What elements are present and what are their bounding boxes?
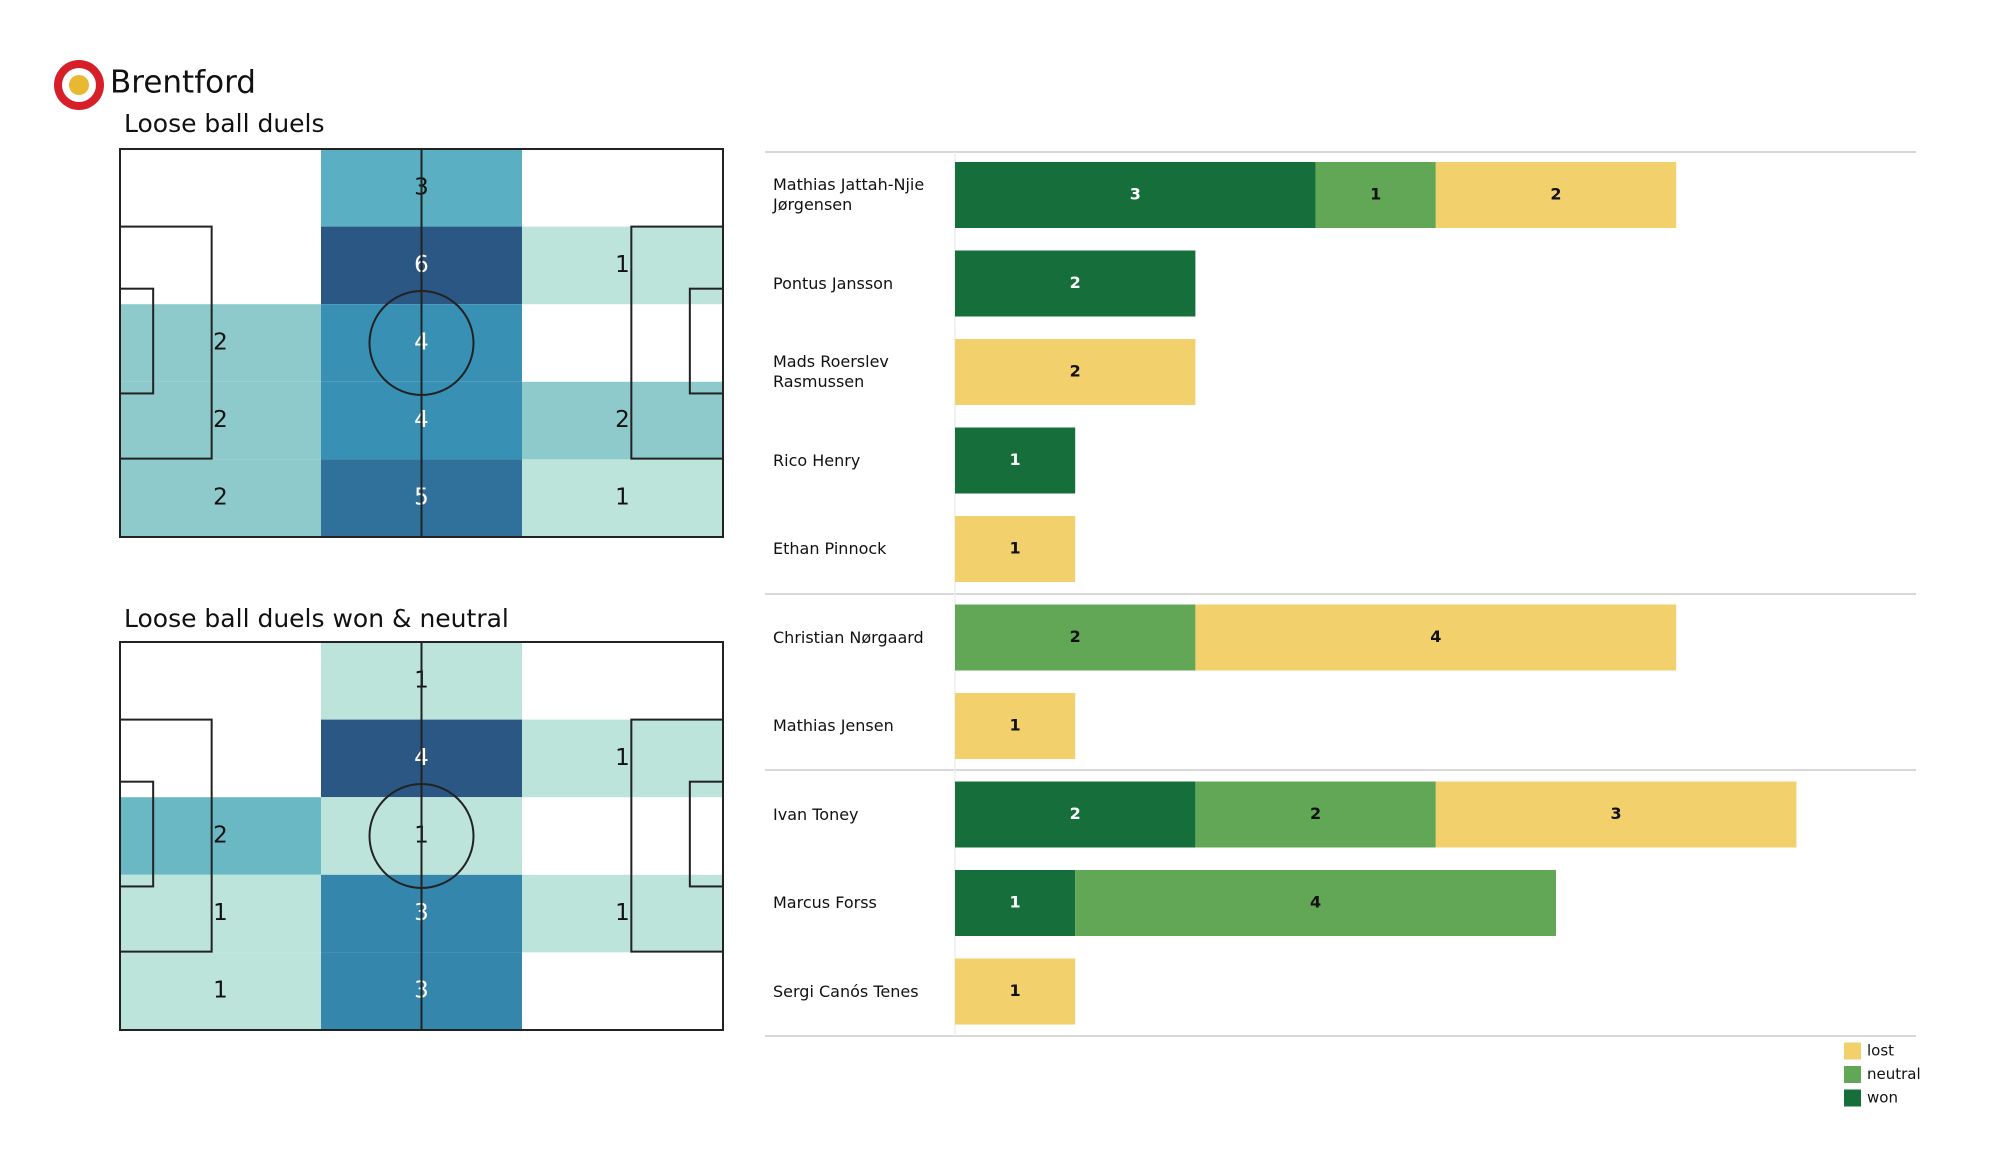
bar-label: 1 [1370, 185, 1381, 204]
six-yard-box [688, 287, 725, 395]
bar-label: 2 [1070, 362, 1081, 381]
heatmap-title: Loose ball duels won & neutral [124, 604, 509, 633]
bar-label: 1 [1010, 716, 1021, 735]
bar-segment [955, 250, 1196, 317]
bar-label: 2 [1070, 804, 1081, 823]
legend-swatch [1844, 1066, 1861, 1083]
player-name: Marcus Forss [773, 893, 877, 912]
bar-label: 2 [1310, 804, 1321, 823]
legend-swatch [1844, 1089, 1861, 1107]
heatmap-cell [522, 459, 723, 537]
bar-label: 1 [1010, 450, 1021, 469]
bar-segment [955, 516, 1076, 582]
bar-label: 3 [1130, 185, 1141, 204]
bar-segment [955, 604, 1196, 671]
cell-label: 2 [213, 485, 228, 511]
bar-segment [955, 781, 1196, 848]
cell-label: 1 [213, 978, 228, 1004]
legend-swatch [1844, 1042, 1861, 1060]
player-name: Christian Nørgaard [773, 627, 924, 647]
heatmap-cell [120, 874, 321, 953]
bar-segment [1075, 870, 1556, 936]
bar-segment [955, 870, 1076, 936]
heatmap-title: Loose ball duels [124, 109, 325, 138]
heatmap-cell [522, 874, 723, 953]
player-name: Ivan Toney [773, 804, 859, 824]
legend-label: lost [1867, 1042, 1894, 1060]
bar-label: 3 [1611, 804, 1622, 823]
cell-label: 2 [213, 330, 228, 356]
cell-label: 1 [615, 745, 630, 771]
bar-segment [1195, 781, 1436, 848]
six-yard-box [119, 287, 155, 395]
bar-segment [955, 427, 1076, 494]
heatmap-cell [120, 952, 321, 1030]
centre-circle [368, 290, 475, 396]
heatmap-cell [120, 381, 321, 460]
cell-label: 2 [213, 407, 228, 433]
bar-segment [955, 958, 1076, 1025]
cell-label: 1 [615, 485, 630, 511]
bar-label: 2 [1550, 185, 1561, 204]
bar-label: 1 [1010, 539, 1021, 558]
bar-label: 1 [1010, 893, 1021, 912]
player-name: Ethan Pinnock [773, 539, 887, 558]
player-name: Sergi Canós Tenes [773, 981, 919, 1001]
bar-segment [955, 339, 1196, 405]
bar-label: 2 [1070, 627, 1081, 646]
player-name: Pontus Jansson [773, 273, 894, 293]
six-yard-box [688, 780, 725, 888]
bar-segment [1195, 604, 1677, 671]
bar-segment [955, 162, 1316, 228]
bar-label: 2 [1070, 273, 1081, 292]
bar-segment [1435, 162, 1677, 228]
player-name: Mathias Jensen [773, 716, 894, 735]
cell-label: 2 [615, 407, 630, 433]
bar-segment [955, 693, 1076, 759]
player-name: Mads Roerslev Rasmussen [773, 352, 889, 391]
centre-circle [368, 783, 475, 889]
cell-label: 1 [213, 900, 228, 926]
six-yard-box [119, 780, 155, 888]
bar-segment [1435, 781, 1797, 848]
club-logo-bee [69, 75, 89, 95]
heatmap-cell [522, 381, 723, 460]
bar-label: 4 [1310, 893, 1321, 912]
legend-label: neutral [1867, 1065, 1921, 1083]
club-name: Brentford [110, 65, 256, 101]
bar-segment [1315, 162, 1436, 228]
cell-label: 1 [615, 252, 630, 278]
player-name: Rico Henry [773, 450, 861, 470]
player-name: Mathias Jattah-Njie Jørgensen [773, 175, 925, 214]
legend-label: won [1867, 1089, 1898, 1107]
cell-label: 1 [615, 900, 630, 926]
heatmap-cell [120, 459, 321, 537]
cell-label: 2 [213, 823, 228, 849]
bar-label: 4 [1430, 627, 1441, 646]
bar-label: 1 [1010, 981, 1021, 1000]
